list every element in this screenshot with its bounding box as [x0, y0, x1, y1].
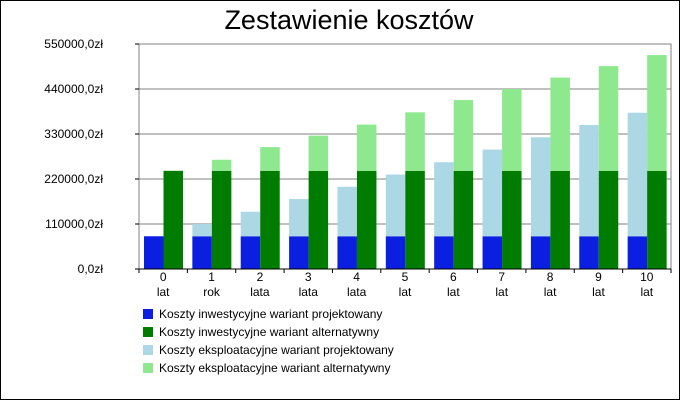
x-tick-label: 3	[305, 270, 312, 284]
x-tick-label: lat	[447, 285, 460, 299]
y-tick-label: 0,0zł	[78, 262, 104, 276]
x-tick-label: lat	[592, 285, 605, 299]
legend-item: Koszty inwestycyjne wariant alternatywny	[143, 323, 394, 341]
bar-koszty-eksploatacyjne-wariant-projektowany-5	[385, 174, 406, 237]
x-tick-label: lata	[250, 285, 270, 299]
bar-koszty-inwestycyjne-wariant-projektowany-8	[530, 236, 551, 269]
x-tick-label: lata	[347, 285, 367, 299]
x-tick-label: 1	[208, 270, 215, 284]
bar-koszty-inwestycyjne-wariant-projektowany-5	[385, 236, 406, 269]
bar-koszty-inwestycyjne-wariant-projektowany-3	[289, 236, 309, 269]
y-tick-label: 440000,0zł	[44, 82, 103, 96]
bar-koszty-eksploatacyjne-wariant-projektowany-10	[627, 112, 648, 237]
bar-koszty-inwestycyjne-wariant-projektowany-6	[434, 236, 454, 269]
bar-koszty-inwestycyjne-wariant-projektowany-10	[627, 236, 648, 269]
legend-item: Koszty eksploatacyjne wariant projektowa…	[143, 341, 394, 359]
x-tick-label: 10	[640, 270, 654, 284]
bar-koszty-eksploatacyjne-wariant-alternatywny-10	[647, 55, 667, 171]
bar-koszty-inwestycyjne-wariant-projektowany-9	[579, 236, 599, 269]
legend-item: Koszty eksploatacyjne wariant alternatyw…	[143, 359, 394, 377]
bar-koszty-eksploatacyjne-wariant-alternatywny-1	[211, 159, 232, 171]
bar-koszty-eksploatacyjne-wariant-alternatywny-6	[453, 100, 474, 171]
legend-label: Koszty eksploatacyjne wariant alternatyw…	[159, 361, 391, 375]
bar-koszty-inwestycyjne-wariant-alternatywny-3	[308, 170, 329, 269]
bar-koszty-eksploatacyjne-wariant-projektowany-2	[240, 211, 261, 237]
legend-label: Koszty inwestycyjne wariant alternatywny	[159, 325, 380, 339]
bar-koszty-inwestycyjne-wariant-alternatywny-9	[598, 170, 619, 269]
y-tick-label: 330000,0zł	[44, 127, 103, 141]
bar-koszty-inwestycyjne-wariant-alternatywny-6	[453, 170, 474, 269]
bar-koszty-inwestycyjne-wariant-alternatywny-10	[647, 170, 667, 269]
bar-koszty-inwestycyjne-wariant-alternatywny-7	[502, 170, 522, 269]
bar-koszty-inwestycyjne-wariant-projektowany-0	[144, 236, 164, 269]
y-tick-label: 550000,0zł	[44, 37, 103, 51]
legend-swatch	[143, 363, 153, 373]
legend-item: Koszty inwestycyjne wariant projektowany	[143, 305, 394, 323]
bar-koszty-eksploatacyjne-wariant-projektowany-1	[192, 224, 212, 237]
x-tick-label: lat	[399, 285, 412, 299]
bar-koszty-inwestycyjne-wariant-alternatywny-5	[405, 170, 425, 269]
x-tick-label: 0	[160, 270, 167, 284]
chart-title: Zestawienie kosztów	[224, 5, 474, 35]
x-tick-label: lat	[157, 285, 170, 299]
x-tick-label: 8	[547, 270, 554, 284]
bar-koszty-eksploatacyjne-wariant-alternatywny-8	[550, 77, 570, 171]
legend-swatch	[143, 345, 153, 355]
x-tick-label: lat	[544, 285, 557, 299]
bar-koszty-eksploatacyjne-wariant-alternatywny-4	[356, 124, 377, 171]
bar-koszty-inwestycyjne-wariant-projektowany-2	[240, 236, 261, 269]
y-tick-label: 220000,0zł	[44, 172, 103, 186]
bar-koszty-eksploatacyjne-wariant-alternatywny-9	[598, 66, 619, 171]
legend-label: Koszty eksploatacyjne wariant projektowa…	[159, 343, 394, 357]
bar-koszty-inwestycyjne-wariant-projektowany-1	[192, 236, 212, 269]
x-tick-label: 7	[498, 270, 505, 284]
bar-koszty-eksploatacyjne-wariant-alternatywny-7	[502, 89, 522, 171]
bar-koszty-inwestycyjne-wariant-alternatywny-8	[550, 170, 570, 269]
bar-koszty-inwestycyjne-wariant-projektowany-7	[482, 236, 503, 269]
bar-koszty-eksploatacyjne-wariant-projektowany-3	[289, 199, 309, 237]
bar-koszty-inwestycyjne-wariant-alternatywny-2	[260, 170, 280, 269]
bar-koszty-eksploatacyjne-wariant-projektowany-9	[579, 125, 599, 237]
bar-koszty-eksploatacyjne-wariant-alternatywny-3	[308, 135, 329, 171]
legend-swatch	[143, 309, 153, 319]
legend-label: Koszty inwestycyjne wariant projektowany	[159, 307, 383, 321]
x-tick-label: lat	[495, 285, 508, 299]
x-tick-label: 5	[402, 270, 409, 284]
bar-koszty-inwestycyjne-wariant-projektowany-4	[337, 236, 357, 269]
bar-koszty-inwestycyjne-wariant-alternatywny-0	[163, 170, 183, 269]
bar-koszty-eksploatacyjne-wariant-projektowany-6	[434, 162, 454, 237]
bar-koszty-inwestycyjne-wariant-alternatywny-4	[356, 170, 377, 269]
x-tick-label: 4	[353, 270, 360, 284]
bar-koszty-eksploatacyjne-wariant-projektowany-7	[482, 149, 503, 237]
bar-koszty-inwestycyjne-wariant-alternatywny-1	[211, 170, 232, 269]
y-tick-label: 110000,0zł	[45, 217, 103, 231]
bar-koszty-eksploatacyjne-wariant-alternatywny-5	[405, 112, 425, 171]
x-tick-label: lata	[299, 285, 319, 299]
bar-koszty-eksploatacyjne-wariant-projektowany-4	[337, 186, 357, 237]
bar-koszty-eksploatacyjne-wariant-projektowany-8	[530, 137, 551, 237]
legend-swatch	[143, 327, 153, 337]
bar-koszty-eksploatacyjne-wariant-alternatywny-2	[260, 147, 280, 171]
chart-legend: Koszty inwestycyjne wariant projektowany…	[143, 305, 394, 377]
x-tick-label: lat	[640, 285, 653, 299]
x-tick-label: rok	[203, 285, 221, 299]
x-tick-label: 2	[257, 270, 264, 284]
x-tick-label: 6	[450, 270, 457, 284]
x-tick-label: 9	[595, 270, 602, 284]
